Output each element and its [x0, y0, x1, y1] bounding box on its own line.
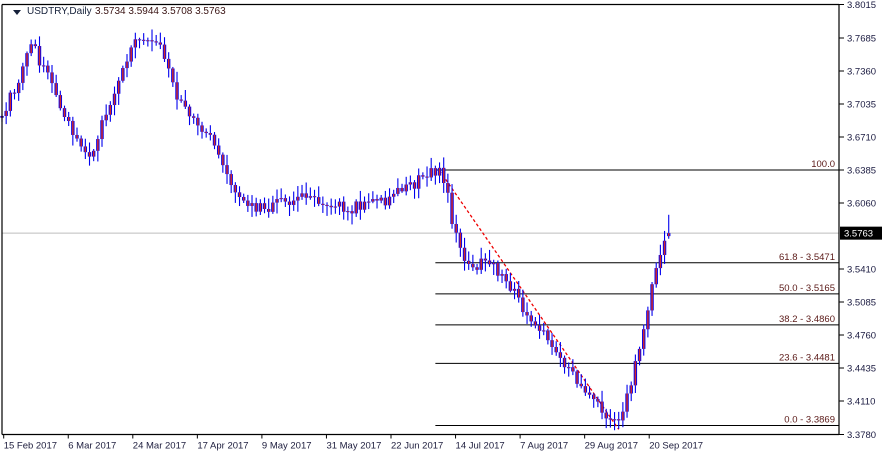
svg-text:3.3780: 3.3780	[847, 430, 876, 441]
svg-text:3.6385: 3.6385	[847, 166, 876, 177]
svg-text:20 Sep 2017: 20 Sep 2017	[649, 441, 703, 452]
svg-text:9 May 2017: 9 May 2017	[262, 441, 312, 452]
svg-text:3.5085: 3.5085	[847, 297, 876, 308]
svg-text:24 Mar 2017: 24 Mar 2017	[133, 441, 186, 452]
svg-text:3.7035: 3.7035	[847, 100, 876, 111]
svg-text:3.5410: 3.5410	[847, 264, 876, 275]
svg-text:0.0 - 3.3869: 0.0 - 3.3869	[784, 414, 835, 425]
svg-text:15 Feb 2017: 15 Feb 2017	[4, 441, 57, 452]
svg-text:3.5734 3.5944 3.5708 3.5763: 3.5734 3.5944 3.5708 3.5763	[95, 6, 226, 17]
svg-text:6 Mar 2017: 6 Mar 2017	[68, 441, 116, 452]
svg-text:31 May 2017: 31 May 2017	[326, 441, 381, 452]
svg-text:29 Aug 2017: 29 Aug 2017	[585, 441, 638, 452]
svg-text:3.4110: 3.4110	[847, 396, 875, 407]
svg-text:3.6710: 3.6710	[847, 133, 876, 144]
svg-text:3.4435: 3.4435	[847, 363, 876, 374]
svg-text:3.4760: 3.4760	[847, 330, 876, 341]
svg-text:23.6 - 3.4481: 23.6 - 3.4481	[779, 352, 835, 363]
svg-text:100.0: 100.0	[811, 159, 835, 170]
svg-text:3.6060: 3.6060	[847, 199, 876, 210]
svg-text:USDTRY,Daily: USDTRY,Daily	[27, 6, 92, 17]
svg-text:7 Aug 2017: 7 Aug 2017	[520, 441, 568, 452]
svg-text:61.8 - 3.5471: 61.8 - 3.5471	[779, 252, 835, 263]
svg-text:3.5763: 3.5763	[844, 229, 873, 240]
svg-text:3.8015: 3.8015	[847, 0, 876, 11]
svg-text:38.2 - 3.4860: 38.2 - 3.4860	[779, 314, 835, 325]
svg-text:14 Jul 2017: 14 Jul 2017	[456, 441, 505, 452]
svg-text:22 Jun 2017: 22 Jun 2017	[391, 441, 443, 452]
svg-text:3.7685: 3.7685	[847, 34, 876, 45]
svg-text:3.7360: 3.7360	[847, 67, 876, 78]
svg-text:50.0 - 3.5165: 50.0 - 3.5165	[779, 283, 835, 294]
svg-text:17 Apr 2017: 17 Apr 2017	[197, 441, 248, 452]
